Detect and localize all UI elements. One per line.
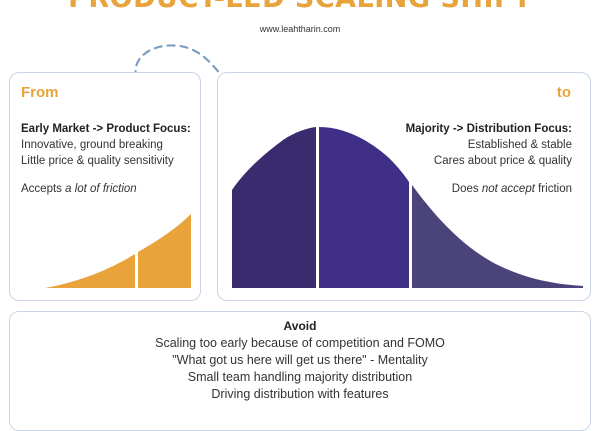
avoid-title: Avoid — [283, 319, 317, 333]
from-panel: From Early Market -> Product Focus: Inno… — [9, 72, 201, 301]
early-market-curve — [44, 213, 191, 288]
from-line-1: Innovative, ground breaking — [21, 139, 163, 151]
early-market-curve-left — [44, 253, 135, 288]
avoid-item: Driving distribution with features — [211, 387, 389, 401]
avoid-item: "What got us here will get us there" - M… — [172, 353, 428, 367]
from-heading: Early Market -> Product Focus: — [21, 123, 191, 135]
from-label: From — [21, 84, 59, 101]
to-line-2: Cares about price & quality — [433, 155, 572, 167]
from-friction: Accepts a lot of friction — [21, 183, 137, 195]
avoid-panel: Avoid Scaling too early because of compe… — [9, 311, 591, 431]
bell-curve-late-majority — [318, 126, 409, 288]
to-friction: Does not accept friction — [451, 183, 572, 195]
from-description: Early Market -> Product Focus: Innovativ… — [21, 121, 191, 197]
avoid-item: Small team handling majority distributio… — [187, 370, 413, 384]
avoid-list: Avoid Scaling too early because of compe… — [10, 318, 590, 403]
page-title: PRODUCT-LED SCALING SHIFT — [0, 0, 600, 14]
to-heading: Majority -> Distribution Focus: — [405, 123, 572, 135]
early-market-curve-right — [137, 213, 191, 288]
to-panel: to Majority -> Distribution Focus: Estab… — [217, 72, 591, 301]
from-line-2: Little price & quality sensitivity — [21, 155, 174, 167]
to-label: to — [556, 84, 571, 101]
to-line-1: Established & stable — [467, 139, 572, 151]
bell-curve-early-majority — [231, 126, 316, 288]
bell-curve-laggards — [411, 184, 583, 288]
avoid-item: Scaling too early because of competition… — [155, 336, 445, 350]
bell-curve — [231, 126, 583, 288]
to-description: Majority -> Distribution Focus: Establis… — [406, 121, 572, 197]
website-url[interactable]: www.leahtharin.com — [259, 24, 341, 34]
